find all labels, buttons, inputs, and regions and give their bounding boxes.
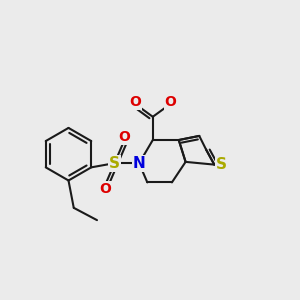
Text: S: S (109, 156, 120, 171)
Text: N: N (133, 156, 146, 171)
Text: O: O (118, 130, 130, 145)
Text: O: O (129, 95, 141, 109)
Text: S: S (216, 157, 227, 172)
Text: O: O (164, 95, 176, 109)
Text: O: O (99, 182, 111, 196)
